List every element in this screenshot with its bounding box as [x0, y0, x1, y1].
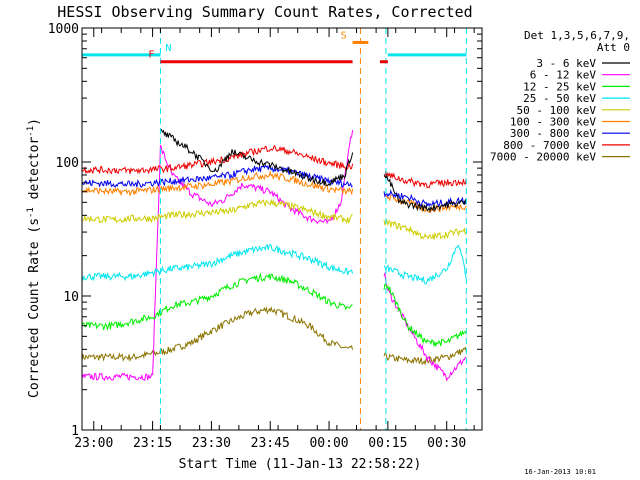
footer-date: 16-Jan-2013 10:01: [524, 468, 596, 476]
x-tick-label: 00:15: [368, 436, 407, 451]
series-line-7000-20000-kev: [81, 306, 467, 366]
plot-frame: [81, 27, 483, 431]
legend-header-detectors: Det 1,3,5,6,7,9,: [524, 29, 630, 42]
x-tick-label: 23:30: [192, 436, 231, 451]
y-axis-label-main: Corrected Count Rate (s: [27, 218, 42, 398]
legend-label: 50 - 100 keV: [517, 104, 597, 117]
legend-label: 100 - 300 keV: [510, 116, 596, 129]
data-layer: NF S: [81, 28, 467, 430]
x-tick-label: 23:45: [251, 436, 290, 451]
legend-label: 3 - 6 keV: [536, 57, 596, 70]
legend-label: 12 - 25 keV: [523, 80, 596, 93]
series-line-3-6-kev: [160, 128, 467, 214]
y-axis-label-tail: detector: [27, 137, 42, 208]
axes-layer: 1 10 100 1000 23:00 23:15 23:30 23:45 00:00 00:15…: [48, 22, 483, 451]
legend-label: 800 - 7000 keV: [503, 139, 596, 152]
x-tick-label: 23:00: [74, 436, 113, 451]
x-tick-label: 00:30: [427, 436, 466, 451]
series-line-50-100-kev: [81, 198, 467, 240]
y-tick-label: 10: [63, 290, 79, 305]
legend-label: 6 - 12 keV: [530, 69, 597, 82]
flag-label-n: N: [165, 43, 171, 54]
chart-title: HESSI Observing Summary Count Rates, Cor…: [57, 3, 472, 21]
y-tick-label: 100: [56, 156, 79, 171]
legend-header-attenuator: Att 0: [597, 41, 630, 54]
x-tick-label: 00:00: [309, 436, 348, 451]
series-line-6-12-kev: [81, 130, 467, 382]
x-axis-label: Start Time (11-Jan-13 22:58:22): [179, 457, 422, 472]
flag-label-s: S: [341, 30, 347, 41]
y-tick-label: 1: [71, 424, 79, 439]
legend-label: 7000 - 20000 keV: [490, 151, 596, 164]
flag-label-f: F: [148, 50, 154, 61]
legend-label: 300 - 800 keV: [510, 127, 596, 140]
y-axis-label-sup2: -1: [26, 126, 36, 137]
legend-label: 25 - 50 keV: [523, 92, 596, 105]
y-axis-label-end: ): [27, 118, 42, 126]
series-line-800-7000-kev: [81, 144, 467, 189]
y-tick-label: 1000: [48, 22, 79, 37]
series-line-12-25-kev: [81, 272, 467, 348]
x-tick-label: 23:15: [133, 436, 172, 451]
series-line-25-50-kev: [81, 243, 467, 285]
y-axis-label: Corrected Count Rate (s-1 detector-1): [26, 118, 42, 398]
y-axis-label-sup: -1: [26, 207, 36, 218]
